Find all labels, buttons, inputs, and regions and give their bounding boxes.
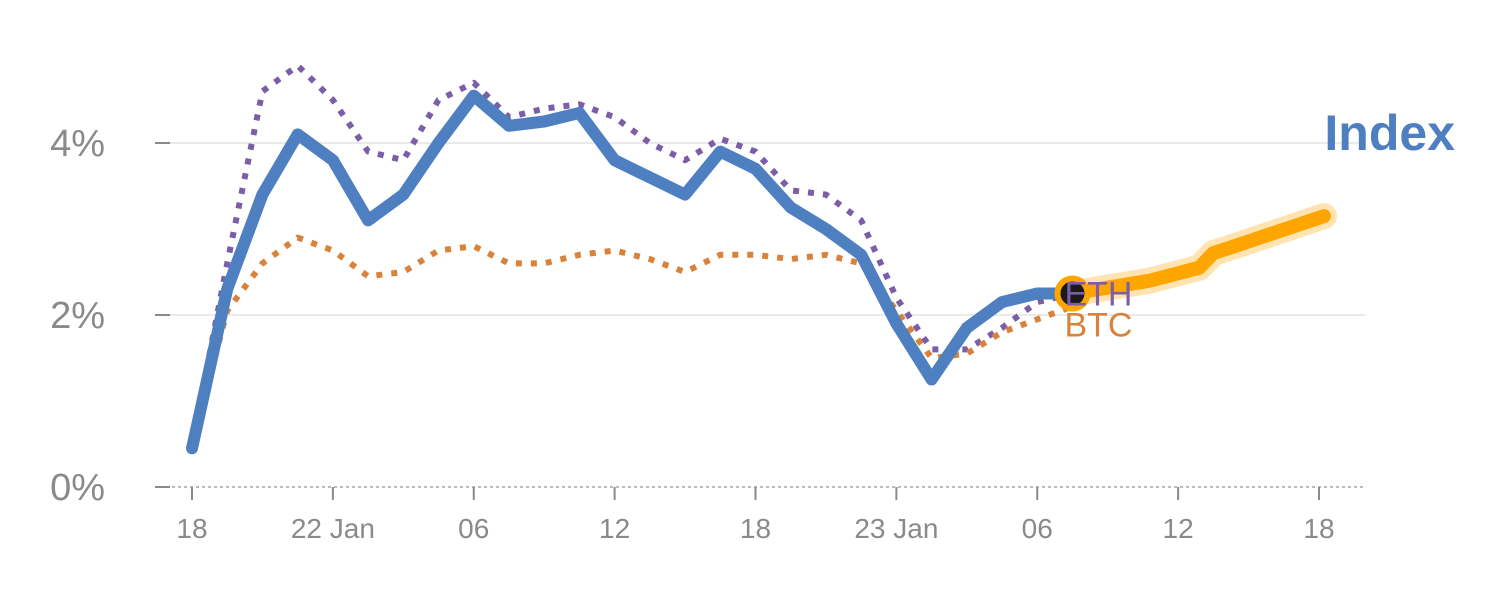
forecast-start-marker xyxy=(1054,275,1091,312)
x-tick-label: 12 xyxy=(599,513,630,544)
y-tick-label: 2% xyxy=(50,295,105,337)
x-tick-label: 06 xyxy=(458,513,489,544)
x-tick-label: 23 Jan xyxy=(854,513,938,544)
series-line-eth xyxy=(189,62,1074,445)
grid-layer xyxy=(160,142,1365,488)
x-tick-label: 18 xyxy=(1303,513,1334,544)
y-tick-label: 4% xyxy=(50,123,105,165)
axis-layer: 0% 2% 4% 18 22 Jan 06 12 18 23 Jan 06 12 18 xyxy=(50,123,1335,544)
series-label-eth: ETH xyxy=(1064,276,1132,314)
x-tick-label: 18 xyxy=(176,513,207,544)
x-tick-label: 18 xyxy=(740,513,771,544)
x-tick-label: 06 xyxy=(1022,513,1053,544)
x-tick-label: 22 Jan xyxy=(291,513,375,544)
forecast-line xyxy=(1065,209,1331,301)
y-tick-label: 0% xyxy=(50,467,105,509)
series-line-index xyxy=(186,89,1079,455)
series-layer xyxy=(186,62,1337,455)
series-label-btc: BTC xyxy=(1064,306,1132,344)
x-tick-label: 12 xyxy=(1163,513,1194,544)
series-line-btc xyxy=(189,234,1074,445)
series-label-index: Index xyxy=(1324,105,1455,161)
